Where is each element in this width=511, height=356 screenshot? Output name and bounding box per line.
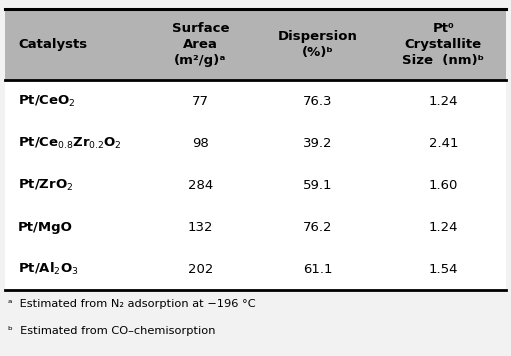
Text: Pt/Ce$_{0.8}$Zr$_{0.2}$O$_2$: Pt/Ce$_{0.8}$Zr$_{0.2}$O$_2$ (18, 136, 122, 151)
Text: 77: 77 (192, 95, 209, 108)
Text: 1.24: 1.24 (429, 221, 458, 234)
Text: 98: 98 (192, 137, 209, 150)
Text: 39.2: 39.2 (304, 137, 333, 150)
Text: Pt⁰
Crystallite
Size  (nm)ᵇ: Pt⁰ Crystallite Size (nm)ᵇ (402, 22, 484, 67)
Text: 284: 284 (188, 179, 213, 192)
Text: 59.1: 59.1 (304, 179, 333, 192)
Text: 1.24: 1.24 (429, 95, 458, 108)
Text: Surface
Area
(m²/g)ᵃ: Surface Area (m²/g)ᵃ (172, 22, 229, 67)
Text: 76.2: 76.2 (304, 221, 333, 234)
Text: ᵇ  Estimated from CO–chemisorption: ᵇ Estimated from CO–chemisorption (8, 326, 215, 336)
Text: 1.60: 1.60 (429, 179, 458, 192)
FancyBboxPatch shape (5, 80, 506, 290)
Text: 202: 202 (188, 263, 213, 276)
FancyBboxPatch shape (5, 9, 506, 80)
Text: ᵃ  Estimated from N₂ adsorption at −196 °C: ᵃ Estimated from N₂ adsorption at −196 °… (8, 299, 255, 309)
Text: 2.41: 2.41 (429, 137, 458, 150)
Text: 132: 132 (188, 221, 213, 234)
Text: Dispersion
(%)ᵇ: Dispersion (%)ᵇ (278, 30, 358, 59)
Text: Pt/MgO: Pt/MgO (18, 221, 73, 234)
Text: Pt/CeO$_2$: Pt/CeO$_2$ (18, 94, 76, 109)
Text: 61.1: 61.1 (304, 263, 333, 276)
Text: 76.3: 76.3 (304, 95, 333, 108)
Text: Pt/Al$_2$O$_3$: Pt/Al$_2$O$_3$ (18, 261, 79, 277)
Text: Pt/ZrO$_2$: Pt/ZrO$_2$ (18, 178, 73, 193)
Text: Catalysts: Catalysts (18, 38, 87, 51)
Text: 1.54: 1.54 (429, 263, 458, 276)
